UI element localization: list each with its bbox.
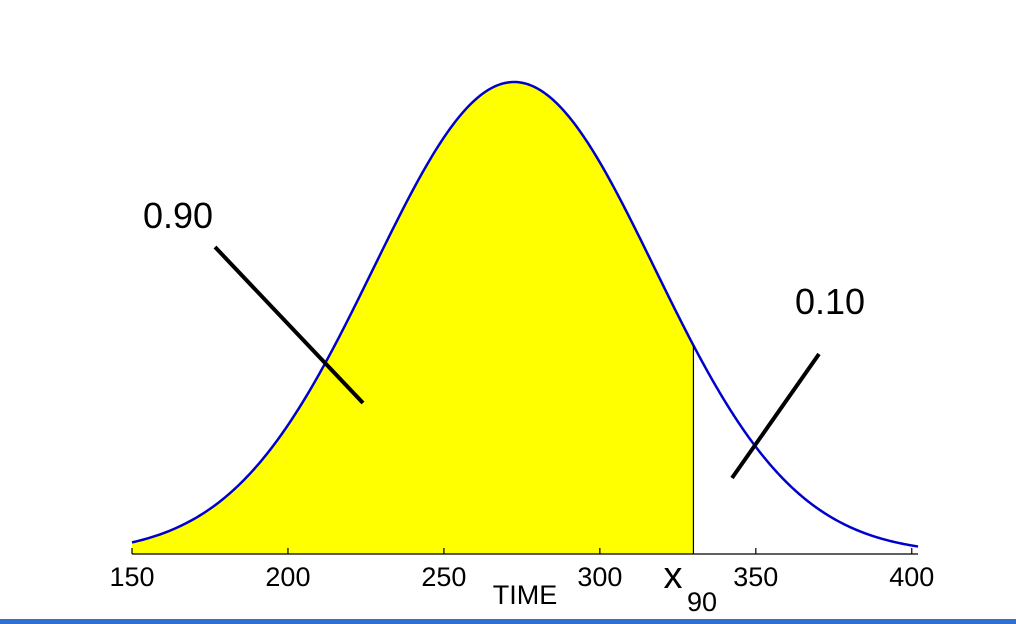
x-axis-label: TIME: [493, 580, 558, 610]
annotation-010-label: 0.10: [795, 281, 865, 322]
x-tick-label-250: 250: [421, 562, 466, 592]
annotation-090-pointer: [213, 245, 365, 405]
quantile-label: x 90: [664, 555, 718, 617]
tail-area-010: [693, 345, 918, 554]
density-curve-left: [131, 80, 695, 544]
x-tick-label-400: 400: [889, 562, 934, 592]
annotation-010-pointer: [730, 352, 821, 480]
quantile-label-sub: 90: [687, 587, 717, 617]
density-curve-right: [692, 344, 919, 548]
plot-area: [131, 80, 919, 554]
shaded-area-090: [132, 82, 694, 554]
x-tick-label-150: 150: [109, 562, 154, 592]
quantile-label-main: x: [664, 555, 683, 597]
x-axis: 150 200 250 300 350 400: [109, 548, 934, 592]
x-tick-label-300: 300: [577, 562, 622, 592]
annotation-010: 0.10: [730, 281, 865, 480]
bottom-border-bar: [0, 619, 1016, 624]
annotation-090: 0.90: [143, 195, 365, 405]
annotation-090-label: 0.90: [143, 195, 213, 236]
x-tick-label-200: 200: [265, 562, 310, 592]
x-tick-label-350: 350: [733, 562, 778, 592]
